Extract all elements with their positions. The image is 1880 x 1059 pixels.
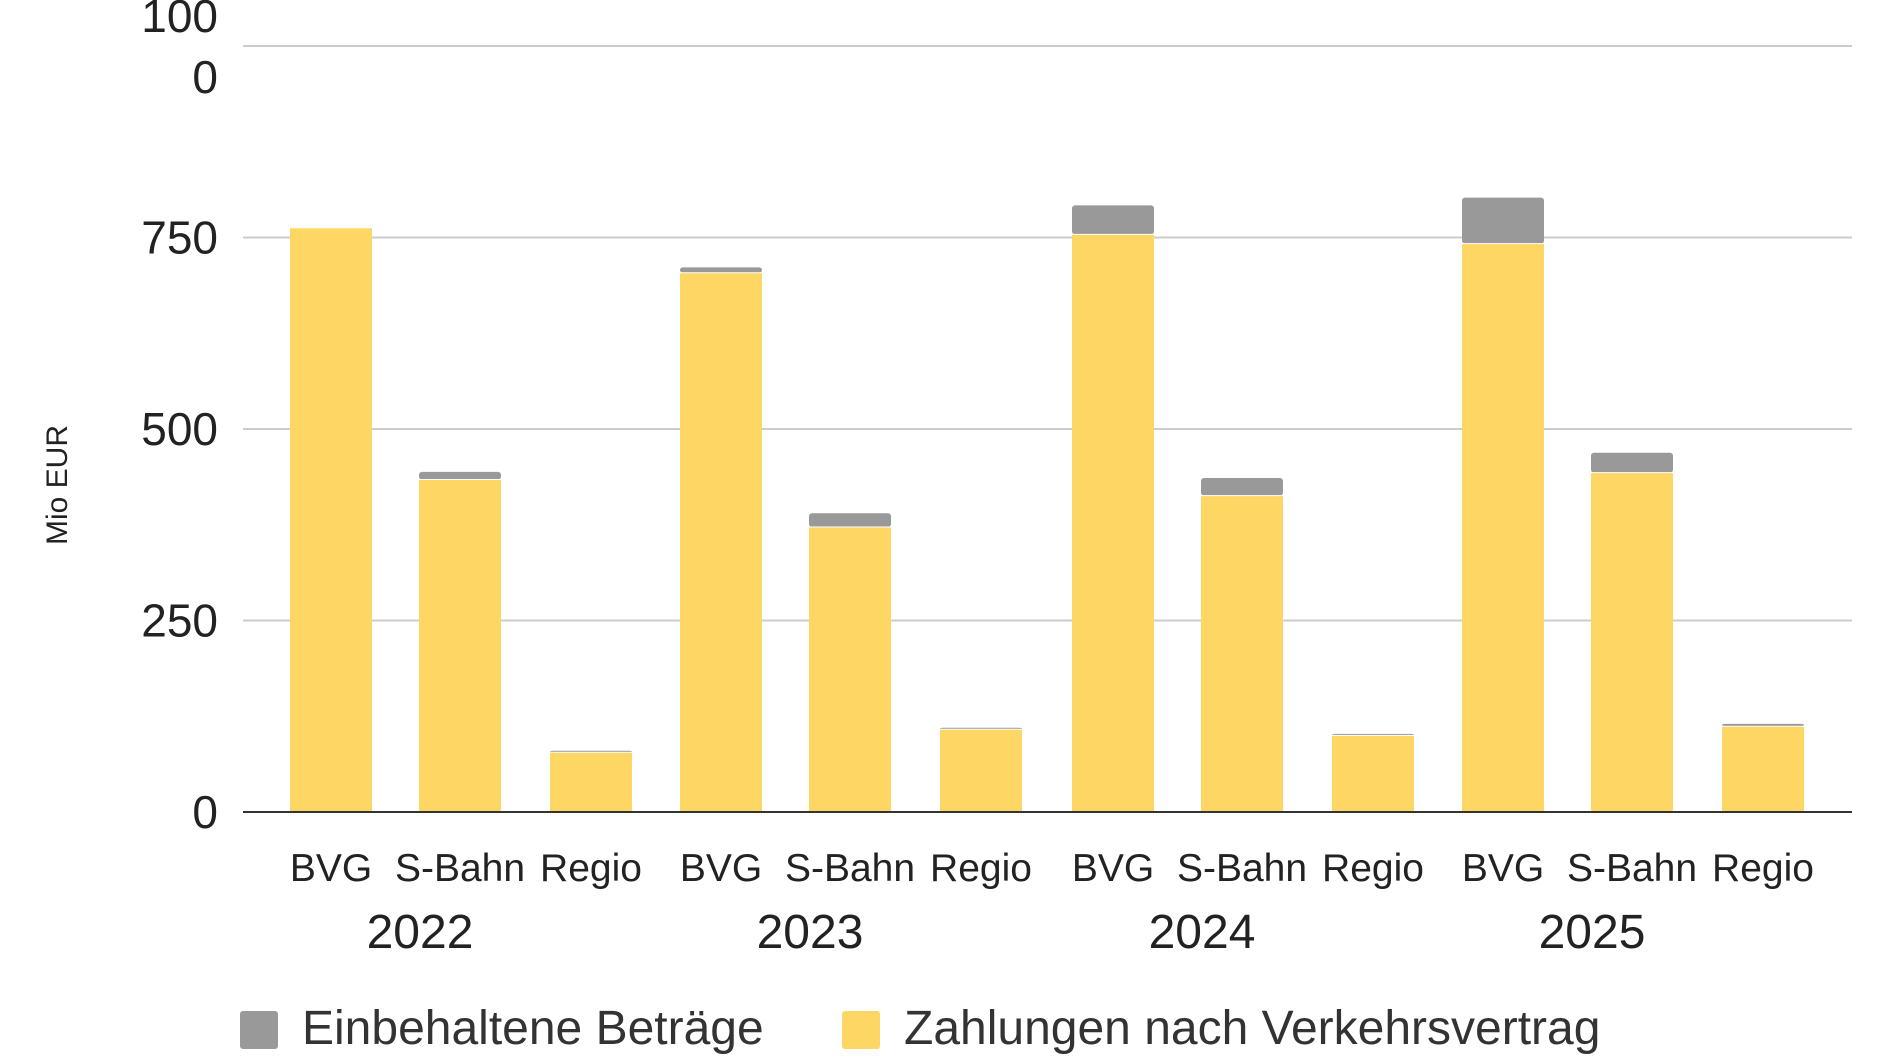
bar-segment-zahlungen-2022-bvg (290, 228, 372, 813)
bar-segment-zahlungen-2024-s-bahn (1201, 495, 1283, 812)
y-tick-label: 0 (192, 786, 218, 838)
x-category-label: BVG (1072, 847, 1154, 890)
y-tick-label: 250 (141, 595, 218, 647)
x-category-label: S-Bahn (1567, 847, 1697, 890)
x-group-label: 2023 (757, 906, 864, 959)
y-tick-label: 100 0 (141, 0, 218, 103)
x-category-label: BVG (680, 847, 762, 890)
x-category-label: S-Bahn (785, 847, 915, 890)
bar-segment-zahlungen-2025-s-bahn (1591, 472, 1673, 812)
x-category-label: Regio (540, 847, 642, 890)
x-category-label: BVG (290, 847, 372, 890)
bar-segment-zahlungen-2022-s-bahn (419, 479, 501, 812)
bar-segment-einbehalten-2023-s-bahn (809, 513, 891, 528)
legend-label: Zahlungen nach Verkehrsvertrag (904, 1002, 1600, 1055)
bar-segment-zahlungen-2025-regio (1722, 726, 1804, 812)
bar-segment-einbehalten-2025-bvg (1462, 197, 1544, 244)
bar-segment-zahlungen-2023-bvg (680, 272, 762, 813)
gridlines (243, 45, 1852, 622)
y-axis: 0 250 500 750 100 0 (141, 0, 218, 838)
x-category-label: Regio (930, 847, 1032, 890)
bar-segment-einbehalten-2025-s-bahn (1591, 452, 1673, 473)
bar-segment-zahlungen-2024-bvg (1072, 234, 1154, 812)
legend: Einbehaltene Beträge Zahlungen nach Verke… (240, 1002, 1600, 1055)
bar-segment-zahlungen-2024-regio (1332, 735, 1414, 812)
bar-segment-zahlungen-2023-s-bahn (809, 527, 891, 812)
legend-swatch (240, 1011, 278, 1049)
x-category-label: Regio (1712, 847, 1814, 890)
bar-segment-zahlungen-2023-regio (940, 729, 1022, 812)
y-tick-label: 750 (141, 212, 218, 264)
x-category-label: BVG (1462, 847, 1544, 890)
bar-segment-einbehalten-2022-s-bahn (419, 471, 501, 480)
x-category-label: Regio (1322, 847, 1424, 890)
x-category-label: S-Bahn (1177, 847, 1307, 890)
bar-segment-zahlungen-2022-regio (550, 752, 632, 812)
bar-segment-zahlungen-2025-bvg (1462, 243, 1544, 813)
x-group-label: 2022 (367, 906, 474, 959)
bar-segment-einbehalten-2023-bvg (680, 267, 762, 273)
x-axis: BVG S-Bahn Regio 2022 BVG S-Bahn Regio 2023 BVG S… (243, 811, 1852, 959)
x-group-label: 2024 (1149, 906, 1256, 959)
x-group-label: 2025 (1539, 906, 1646, 959)
legend-label: Einbehaltene Beträge (302, 1002, 764, 1055)
y-axis-title: Mio EUR (41, 425, 74, 545)
y-tick-label: 500 (141, 403, 218, 455)
bars (290, 197, 1804, 813)
bar-segment-einbehalten-2025-regio (1722, 723, 1804, 727)
x-category-label: S-Bahn (395, 847, 525, 890)
legend-swatch (842, 1011, 880, 1049)
bar-segment-einbehalten-2024-bvg (1072, 205, 1154, 235)
bar-segment-einbehalten-2024-s-bahn (1201, 478, 1283, 496)
